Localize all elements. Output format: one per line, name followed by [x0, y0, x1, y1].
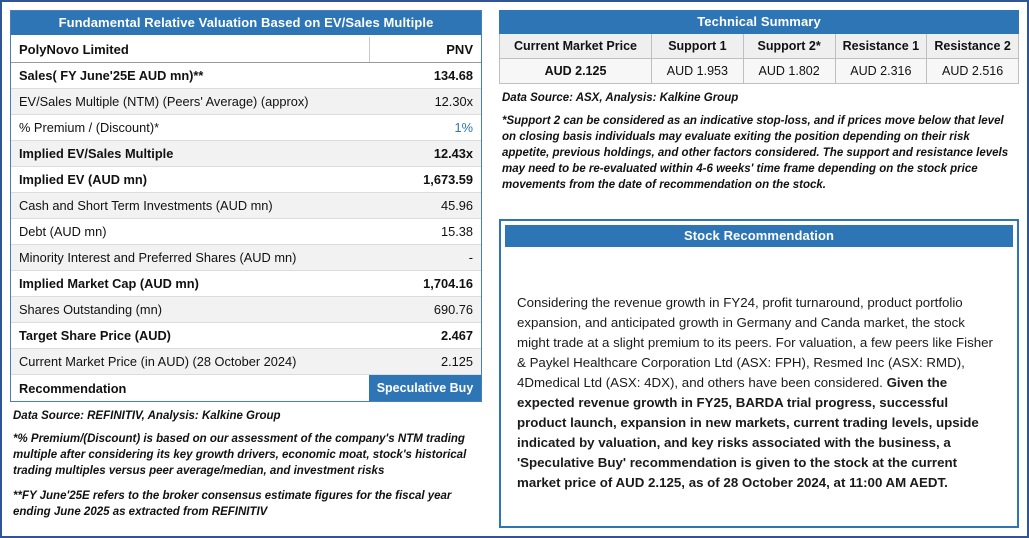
valuation-footnote-fy25: **FY June'25E refers to the broker conse…	[13, 490, 452, 519]
valuation-row-implied-ev-sales: Implied EV/Sales Multiple 12.43x	[11, 141, 481, 167]
valuation-row-premium-discount: % Premium / (Discount)* 1%	[11, 115, 481, 141]
valuation-row-ev-sales-multiple: EV/Sales Multiple (NTM) (Peers' Average)…	[11, 89, 481, 115]
technical-summary-title: Technical Summary	[499, 10, 1019, 34]
stock-recommendation-title: Stock Recommendation	[505, 225, 1013, 248]
valuation-row-sales: Sales( FY June'25E AUD mn)** 134.68	[11, 63, 481, 89]
company-name: PolyNovo Limited	[19, 42, 129, 57]
row-value: 45.96	[440, 198, 473, 213]
row-label: Minority Interest and Preferred Shares (…	[19, 250, 297, 265]
row-value: 12.30x	[434, 94, 473, 109]
tech-value-support-2: AUD 1.802	[743, 59, 836, 84]
tech-value-resistance-1: AUD 2.316	[835, 59, 928, 84]
recommendation-text-regular: Considering the revenue growth in FY24, …	[517, 295, 993, 391]
row-value: 134.68	[433, 68, 473, 83]
technical-footnote-support2: *Support 2 can be considered as an indic…	[502, 115, 1009, 192]
valuation-row-cash: Cash and Short Term Investments (AUD mn)…	[11, 193, 481, 219]
row-value: 15.38	[440, 224, 473, 239]
row-label: Debt (AUD mn)	[19, 224, 107, 239]
valuation-row-current-price: Current Market Price (in AUD) (28 Octobe…	[11, 349, 481, 375]
valuation-panel: Fundamental Relative Valuation Based on …	[10, 10, 482, 528]
row-value: 2.467	[440, 328, 473, 343]
right-column: Technical Summary Current Market Price S…	[499, 10, 1019, 528]
recommendation-text-bold: Given the expected revenue growth in FY2…	[517, 375, 979, 490]
ticker-symbol: PNV	[369, 37, 481, 62]
valuation-row-implied-market-cap: Implied Market Cap (AUD mn) 1,704.16	[11, 271, 481, 297]
valuation-row-debt: Debt (AUD mn) 15.38	[11, 219, 481, 245]
stock-recommendation-box: Stock Recommendation Considering the rev…	[499, 219, 1019, 528]
tech-col-support-1: Support 1	[652, 34, 744, 59]
technical-data-source: Data Source: ASX, Analysis: Kalkine Grou…	[502, 92, 739, 104]
tech-value-support-1: AUD 1.953	[652, 59, 744, 84]
row-label: Implied Market Cap (AUD mn)	[19, 276, 199, 291]
row-label: Cash and Short Term Investments (AUD mn)	[19, 198, 273, 213]
valuation-row-implied-ev: Implied EV (AUD mn) 1,673.59	[11, 167, 481, 193]
recommendation-badge: Speculative Buy	[369, 375, 481, 401]
valuation-header-row: PolyNovo Limited PNV	[11, 37, 481, 63]
tech-value-resistance-2: AUD 2.516	[927, 59, 1019, 84]
row-label: Current Market Price (in AUD) (28 Octobe…	[19, 354, 297, 369]
technical-summary-block: Technical Summary Current Market Price S…	[499, 10, 1019, 84]
row-label: Shares Outstanding (mn)	[19, 302, 162, 317]
row-value: 1,673.59	[423, 172, 473, 187]
valuation-table: PolyNovo Limited PNV Sales( FY June'25E …	[11, 37, 481, 401]
row-value: -	[468, 250, 473, 265]
row-label: % Premium / (Discount)*	[19, 120, 160, 135]
valuation-row-recommendation: Recommendation Speculative Buy	[11, 375, 481, 401]
row-label: Implied EV (AUD mn)	[19, 172, 147, 187]
technical-summary-table: Current Market Price Support 1 Support 2…	[499, 34, 1019, 84]
row-value: 2.125	[440, 354, 473, 369]
valuation-table-frame: Fundamental Relative Valuation Based on …	[10, 10, 482, 402]
row-value: 1,704.16	[423, 276, 473, 291]
row-label: Sales( FY June'25E AUD mn)**	[19, 68, 204, 83]
row-label: Target Share Price (AUD)	[19, 328, 171, 343]
row-label: EV/Sales Multiple (NTM) (Peers' Average)…	[19, 94, 309, 109]
valuation-footnote-premium: *% Premium/(Discount) is based on our as…	[13, 433, 467, 478]
valuation-data-source: Data Source: REFINITIV, Analysis: Kalkin…	[13, 410, 281, 422]
row-label: Recommendation	[19, 380, 127, 396]
row-value: 12.43x	[433, 146, 473, 161]
tech-col-resistance-2: Resistance 2	[927, 34, 1019, 59]
stock-recommendation-text: Considering the revenue growth in FY24, …	[505, 247, 1013, 492]
valuation-row-target-price: Target Share Price (AUD) 2.467	[11, 323, 481, 349]
row-value: 1%	[454, 120, 474, 135]
tech-col-resistance-1: Resistance 1	[835, 34, 928, 59]
valuation-title: Fundamental Relative Valuation Based on …	[11, 11, 481, 35]
tech-col-current-price: Current Market Price	[500, 34, 652, 59]
valuation-row-shares-outstanding: Shares Outstanding (mn) 690.76	[11, 297, 481, 323]
tech-col-support-2: Support 2*	[743, 34, 836, 59]
row-label: Implied EV/Sales Multiple	[19, 146, 174, 161]
row-value: 690.76	[433, 302, 473, 317]
tech-value-current-price: AUD 2.125	[500, 59, 652, 84]
valuation-row-minority-interest: Minority Interest and Preferred Shares (…	[11, 245, 481, 271]
